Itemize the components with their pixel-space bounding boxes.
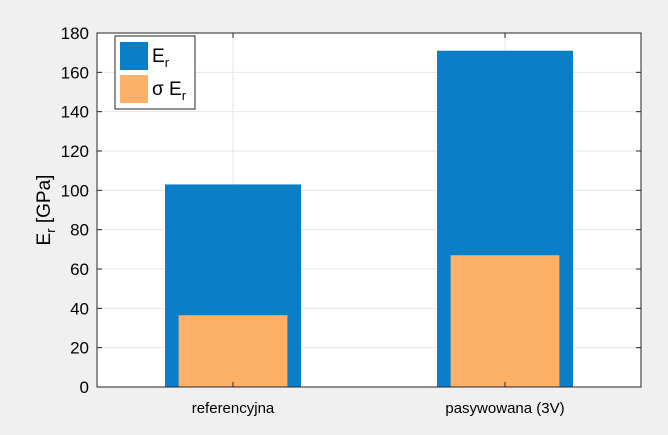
- legend-swatch-er: [120, 42, 148, 70]
- legend-label-sigma-er: σ Er: [152, 79, 187, 103]
- y-axis-ticks: 0 20 40 60 80 100 120 140 160 180: [61, 24, 641, 397]
- y-tick-label: 0: [80, 378, 89, 397]
- y-tick-label: 180: [61, 24, 89, 43]
- y-tick-label: 120: [61, 142, 89, 161]
- legend-label-sigma-er-subscript: r: [182, 88, 187, 103]
- bars: [165, 50, 573, 387]
- x-axis-labels: referencyjna pasywowana (3V): [192, 400, 565, 417]
- y-axis-label-unit: [GPa]: [34, 175, 55, 229]
- y-tick-label: 140: [61, 103, 89, 122]
- y-axis-label-subscript: r: [43, 228, 58, 233]
- bar-sigma-er: [450, 255, 560, 387]
- y-tick-label: 60: [70, 260, 89, 279]
- legend-label-sigma-er-main: σ E: [152, 79, 182, 100]
- y-tick-label: 40: [70, 299, 89, 318]
- y-tick-label: 160: [61, 63, 89, 82]
- y-tick-label: 20: [70, 339, 89, 358]
- legend-swatch-sigma-er: [120, 75, 148, 103]
- bar-sigma-er: [178, 315, 288, 387]
- y-tick-label: 80: [70, 221, 89, 240]
- legend: Er σ Er: [114, 35, 196, 110]
- y-tick-label: 100: [61, 181, 89, 200]
- y-axis-label: Er [GPa]: [34, 175, 58, 246]
- x-category-label: pasywowana (3V): [445, 400, 564, 417]
- x-category-label: referencyjna: [192, 400, 275, 417]
- plot-frame: [96, 32, 642, 388]
- legend-label-er-subscript: r: [165, 55, 170, 70]
- y-axis-label-main: E: [34, 233, 55, 246]
- legend-label-er: Er: [152, 46, 170, 70]
- legend-label-er-main: E: [152, 46, 165, 67]
